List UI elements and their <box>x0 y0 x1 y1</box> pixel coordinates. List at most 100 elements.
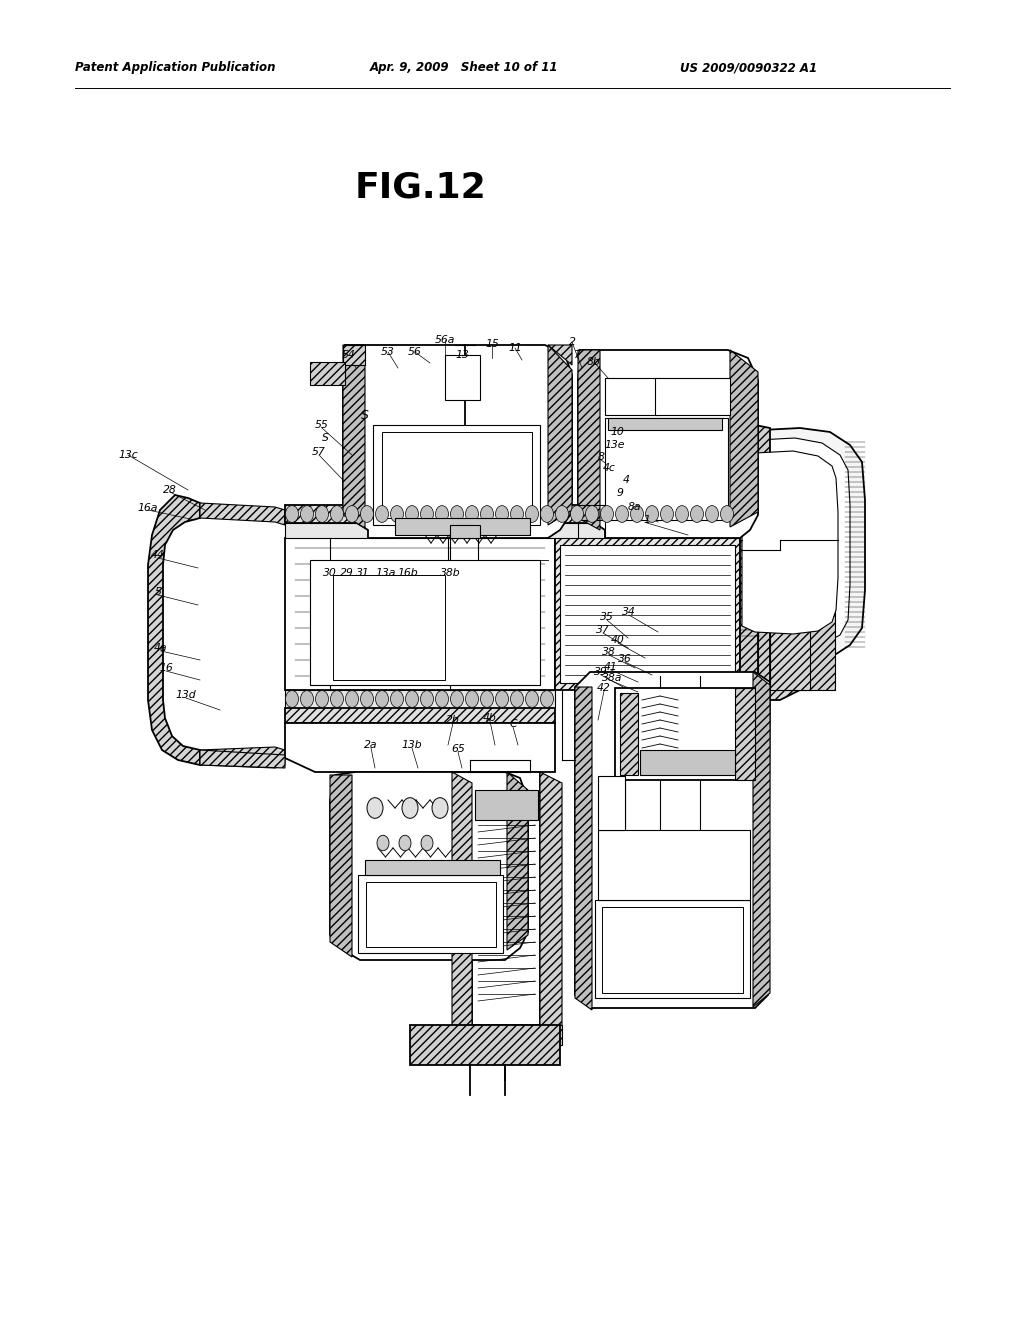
Text: 53: 53 <box>381 347 395 356</box>
Circle shape <box>525 506 539 523</box>
Text: 40: 40 <box>611 635 625 645</box>
Text: 8: 8 <box>598 451 604 462</box>
Polygon shape <box>740 438 850 648</box>
Polygon shape <box>620 693 638 775</box>
Polygon shape <box>450 525 480 539</box>
Polygon shape <box>285 523 740 539</box>
Polygon shape <box>285 506 740 523</box>
Circle shape <box>480 690 494 708</box>
Polygon shape <box>333 576 445 680</box>
Circle shape <box>315 506 329 523</box>
Text: S: S <box>361 408 369 421</box>
Text: 13b: 13b <box>401 741 422 750</box>
Text: 13: 13 <box>455 350 469 360</box>
Polygon shape <box>445 355 480 400</box>
Text: S: S <box>322 433 329 444</box>
Polygon shape <box>310 362 345 385</box>
Text: 34: 34 <box>623 607 636 616</box>
Text: 1: 1 <box>643 515 650 525</box>
Text: 7: 7 <box>573 350 581 360</box>
Circle shape <box>406 506 419 523</box>
Polygon shape <box>343 345 365 366</box>
Text: 38a: 38a <box>602 673 623 682</box>
Polygon shape <box>640 750 735 775</box>
Polygon shape <box>575 672 770 1008</box>
Circle shape <box>466 506 478 523</box>
Text: 29: 29 <box>340 568 354 578</box>
Polygon shape <box>358 875 503 953</box>
Text: 4b: 4b <box>483 713 497 723</box>
Text: 13a: 13a <box>376 568 396 578</box>
Polygon shape <box>742 451 838 634</box>
Polygon shape <box>452 1026 562 1045</box>
Text: 31: 31 <box>356 568 370 578</box>
Text: 56a: 56a <box>435 335 456 345</box>
Polygon shape <box>770 606 810 690</box>
Text: 4c: 4c <box>602 463 615 473</box>
Polygon shape <box>548 345 572 525</box>
Circle shape <box>286 690 299 708</box>
Polygon shape <box>343 345 365 528</box>
Circle shape <box>315 690 329 708</box>
Circle shape <box>480 506 494 523</box>
Polygon shape <box>602 907 743 993</box>
Circle shape <box>376 690 388 708</box>
Text: 16a: 16a <box>138 503 158 513</box>
Text: 41: 41 <box>604 663 617 672</box>
Polygon shape <box>605 418 728 520</box>
Polygon shape <box>555 539 740 690</box>
Text: 5: 5 <box>155 587 162 597</box>
Polygon shape <box>330 775 352 957</box>
Circle shape <box>406 690 419 708</box>
Polygon shape <box>475 789 538 820</box>
Text: 13e: 13e <box>605 440 626 450</box>
Polygon shape <box>740 425 770 696</box>
Circle shape <box>511 506 523 523</box>
Text: 16b: 16b <box>397 568 419 578</box>
Circle shape <box>586 506 598 523</box>
Text: Apr. 9, 2009   Sheet 10 of 11: Apr. 9, 2009 Sheet 10 of 11 <box>370 62 558 74</box>
Circle shape <box>399 836 411 850</box>
Polygon shape <box>200 750 285 768</box>
Text: C: C <box>509 719 517 729</box>
Text: Patent Application Publication: Patent Application Publication <box>75 62 275 74</box>
Circle shape <box>435 690 449 708</box>
Text: 2: 2 <box>568 337 575 347</box>
Circle shape <box>331 690 343 708</box>
Circle shape <box>570 506 584 523</box>
Text: 8a: 8a <box>628 502 641 512</box>
Text: 9: 9 <box>616 488 624 498</box>
Polygon shape <box>540 772 562 1035</box>
Circle shape <box>541 506 554 523</box>
Polygon shape <box>735 688 755 780</box>
Text: 30: 30 <box>324 568 337 578</box>
Circle shape <box>377 836 389 850</box>
Circle shape <box>525 690 539 708</box>
Text: 11: 11 <box>508 343 522 352</box>
Text: 2a: 2a <box>365 741 378 750</box>
Text: 42: 42 <box>597 682 611 693</box>
Circle shape <box>345 506 358 523</box>
Text: 55: 55 <box>315 420 329 430</box>
Circle shape <box>496 506 509 523</box>
Text: 35: 35 <box>600 612 613 622</box>
Text: 37: 37 <box>596 624 610 635</box>
Polygon shape <box>560 545 735 682</box>
Polygon shape <box>598 830 750 900</box>
Circle shape <box>300 506 313 523</box>
Polygon shape <box>598 776 625 830</box>
Circle shape <box>541 690 554 708</box>
Polygon shape <box>608 418 722 430</box>
Circle shape <box>451 690 464 708</box>
Circle shape <box>360 690 374 708</box>
Polygon shape <box>285 690 555 708</box>
Text: 36: 36 <box>618 653 632 664</box>
Text: 38b: 38b <box>439 568 461 578</box>
Circle shape <box>466 690 478 708</box>
Text: 28: 28 <box>163 484 177 495</box>
Polygon shape <box>452 772 472 1035</box>
Polygon shape <box>310 560 540 685</box>
Polygon shape <box>740 428 865 663</box>
Polygon shape <box>655 378 730 414</box>
Text: 13c: 13c <box>118 450 138 459</box>
